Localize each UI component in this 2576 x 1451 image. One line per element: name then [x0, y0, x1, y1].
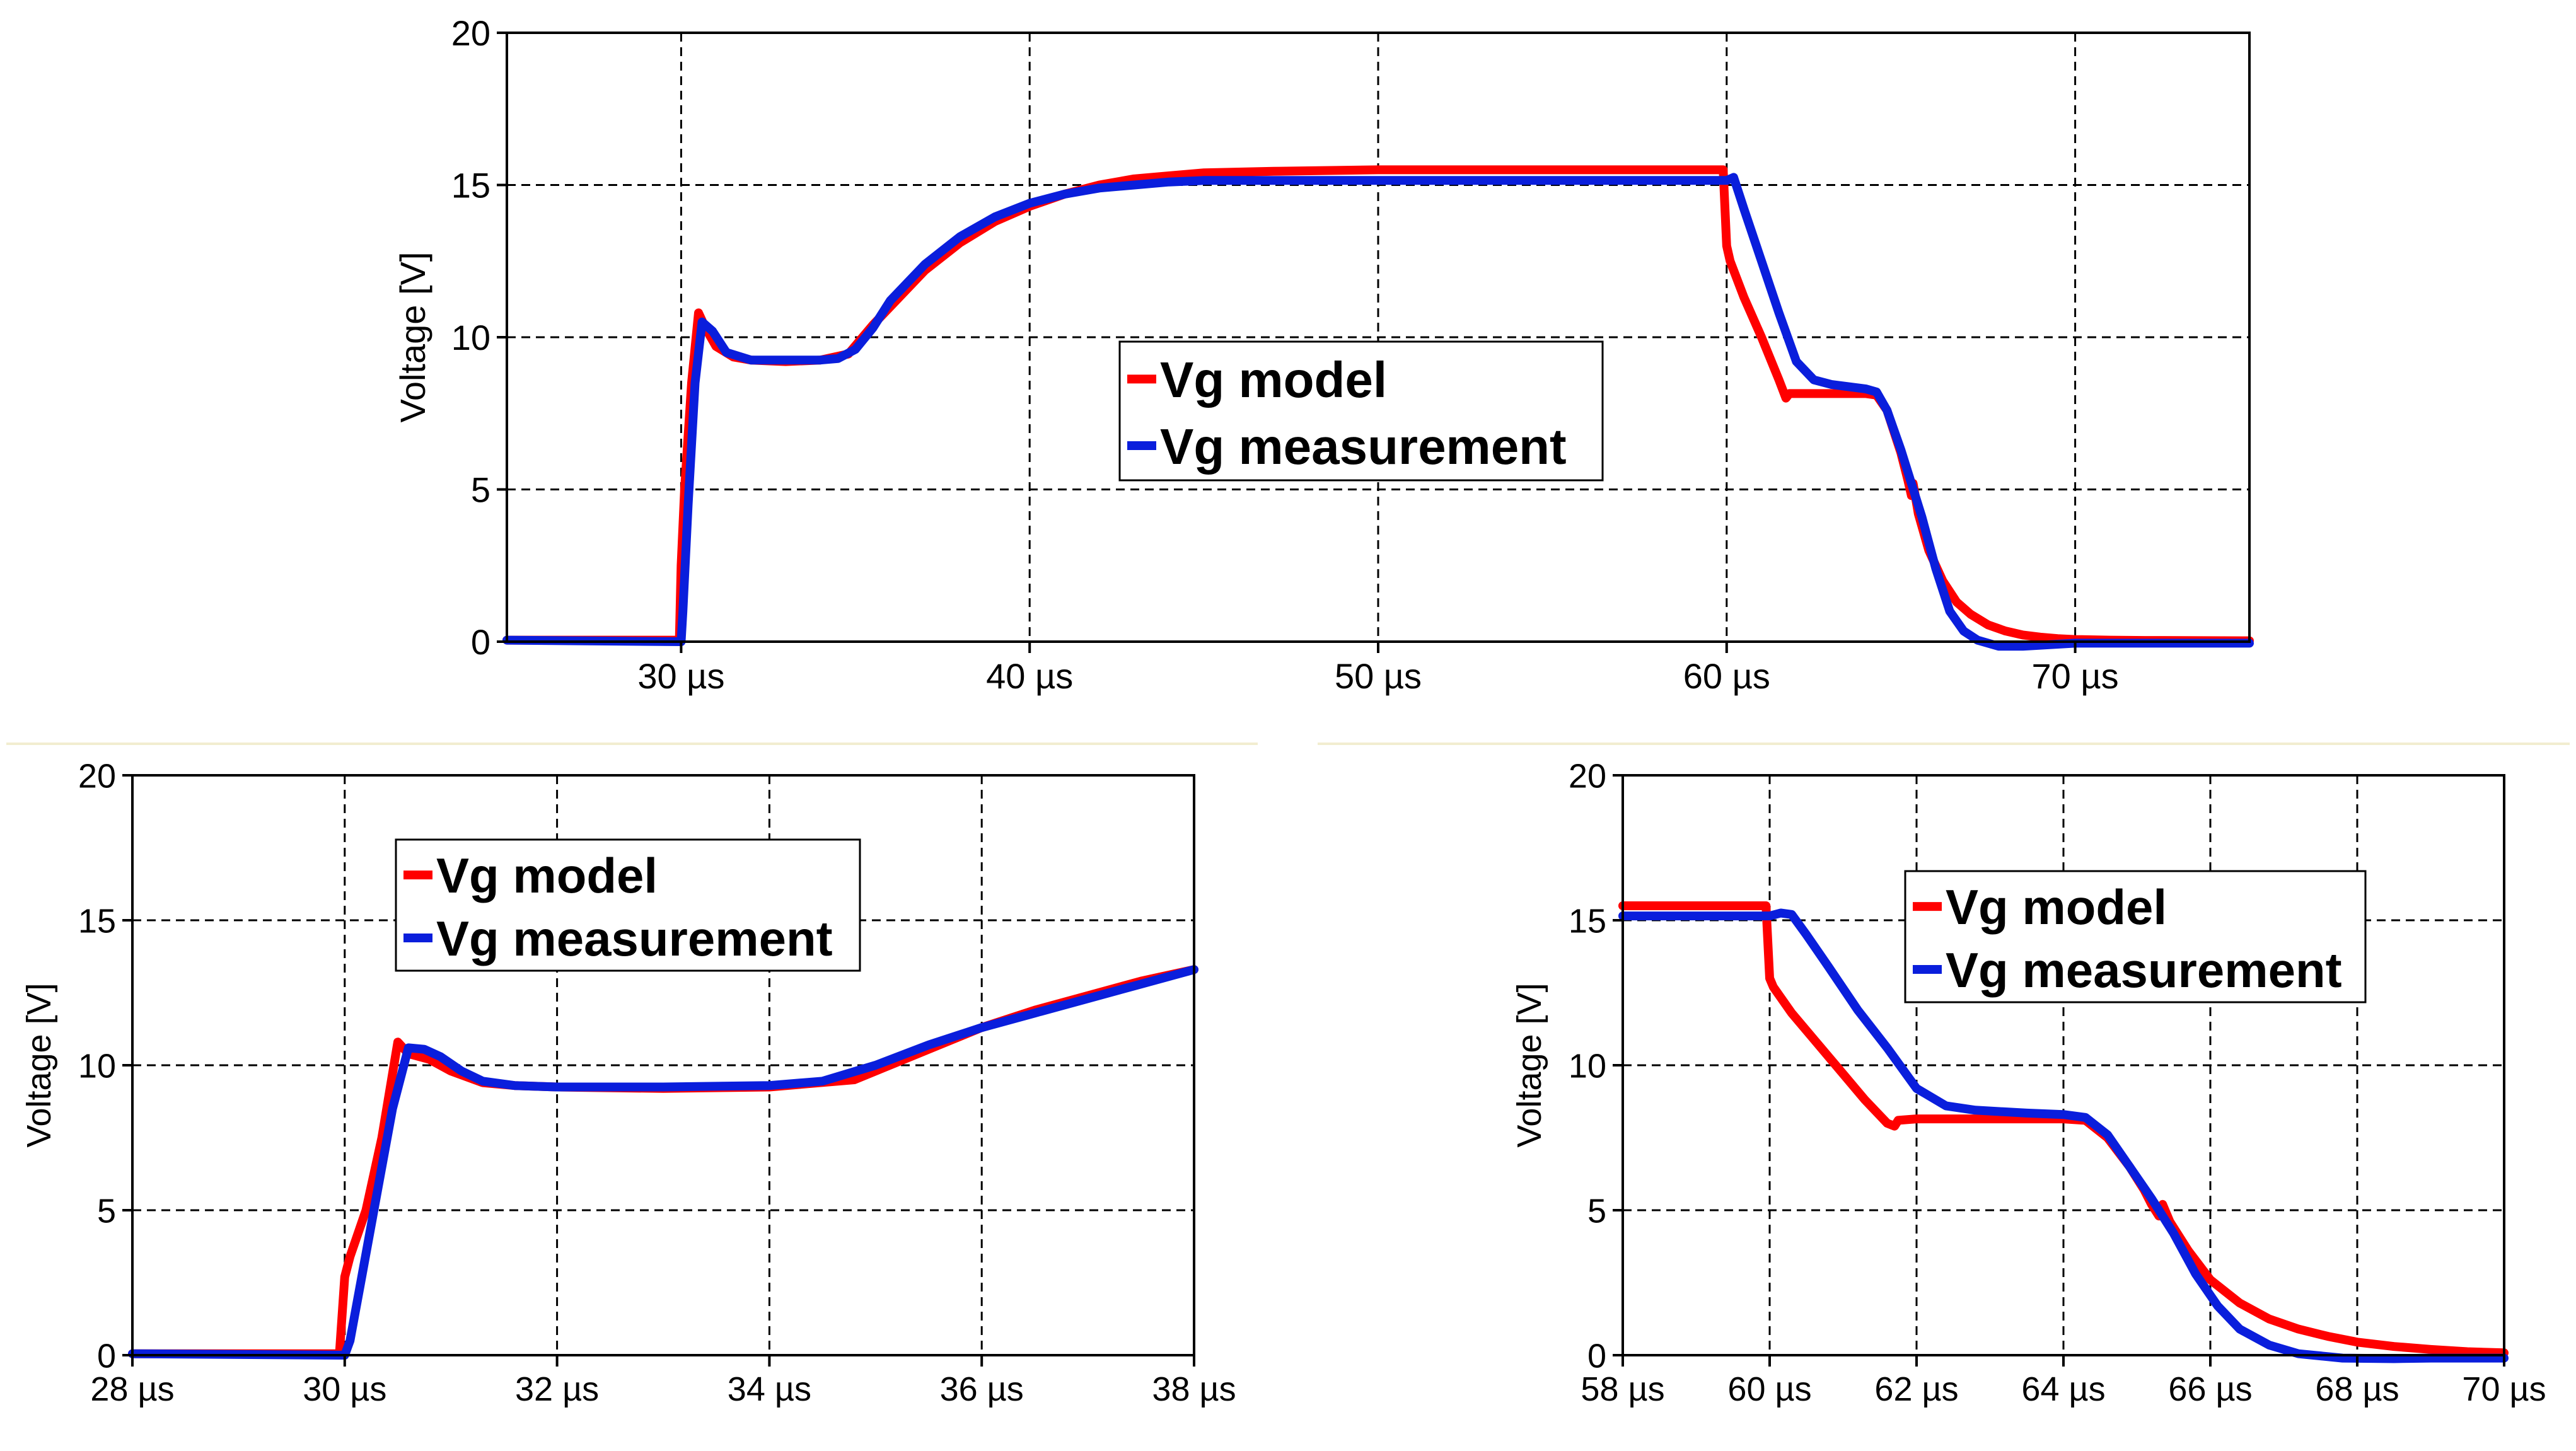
xtick-label: 60 µs	[1727, 1370, 1811, 1408]
ytick-label: 20	[451, 13, 490, 53]
ytick-label: 20	[78, 757, 116, 795]
xtick-label: 60 µs	[1683, 656, 1770, 696]
chart-top: 0 5 10 15 20 30 µs 40 µs 50 µs 60 µs 70 µs Voltage…	[393, 13, 2254, 696]
xtick-label: 70 µs	[2032, 656, 2119, 696]
ytick-label: 10	[451, 318, 490, 357]
ytick-label: 20	[1569, 757, 1606, 795]
y-axis-label: Voltage [V]	[20, 983, 58, 1147]
legend: Vg model Vg measurement	[1118, 340, 1604, 482]
xtick-label: 32 µs	[515, 1370, 599, 1408]
legend: Vg model Vg measurement	[1904, 870, 2367, 1003]
ytick-label: 15	[78, 902, 116, 940]
ytick-label: 5	[97, 1192, 116, 1230]
xtick-label: 28 µs	[90, 1370, 174, 1408]
chart-bottom-left: 0 5 10 15 20 28 µs 30 µs 32 µs 34 µs 36 µs 38 µs Vo…	[20, 757, 1236, 1408]
xtick-label: 36 µs	[940, 1370, 1024, 1408]
ytick-label: 0	[97, 1337, 116, 1375]
legend: Vg model Vg measurement	[395, 838, 861, 972]
ytick-label: 0	[471, 622, 490, 662]
ytick-label: 15	[1569, 902, 1606, 940]
legend-label: Vg model	[1946, 879, 2167, 935]
xtick-label: 40 µs	[986, 656, 1073, 696]
legend-label: Vg model	[436, 848, 658, 903]
xtick-label: 30 µs	[303, 1370, 386, 1408]
series-line-vg-measurement	[128, 965, 1198, 1360]
series-line-vg-measurement	[502, 173, 2254, 651]
legend-label: Vg measurement	[1946, 942, 2342, 998]
legend-label: Vg model	[1160, 352, 1387, 408]
xtick-label: 64 µs	[2021, 1370, 2105, 1408]
ytick-label: 5	[471, 470, 490, 510]
chart-bottom-right: 0 5 10 15 20 58 µs 60 µs 62 µs 64 µs 66 µs 68 µs 70…	[1511, 757, 2546, 1408]
legend-label: Vg measurement	[1160, 419, 1567, 475]
ytick-label: 10	[78, 1047, 116, 1085]
ytick-label: 5	[1587, 1192, 1606, 1230]
series-line-vg-measurement	[1618, 908, 2509, 1363]
y-axis-label: Voltage [V]	[1511, 983, 1548, 1147]
xtick-label: 62 µs	[1874, 1370, 1958, 1408]
legend-label: Vg measurement	[436, 911, 833, 966]
xtick-label: 70 µs	[2462, 1370, 2546, 1408]
ytick-label: 10	[1569, 1047, 1606, 1085]
ytick-label: 15	[451, 166, 490, 205]
xtick-label: 50 µs	[1335, 656, 1422, 696]
y-axis-label: Voltage [V]	[393, 252, 432, 423]
xtick-label: 58 µs	[1581, 1370, 1664, 1408]
xtick-label: 34 µs	[728, 1370, 811, 1408]
legend-box	[1118, 340, 1604, 482]
xtick-label: 66 µs	[2168, 1370, 2252, 1408]
legend-box	[395, 838, 861, 972]
xtick-label: 30 µs	[637, 656, 724, 696]
legend-box	[1904, 870, 2367, 1003]
ytick-label: 0	[1587, 1337, 1606, 1375]
xtick-label: 68 µs	[2315, 1370, 2399, 1408]
xtick-label: 38 µs	[1152, 1370, 1236, 1408]
